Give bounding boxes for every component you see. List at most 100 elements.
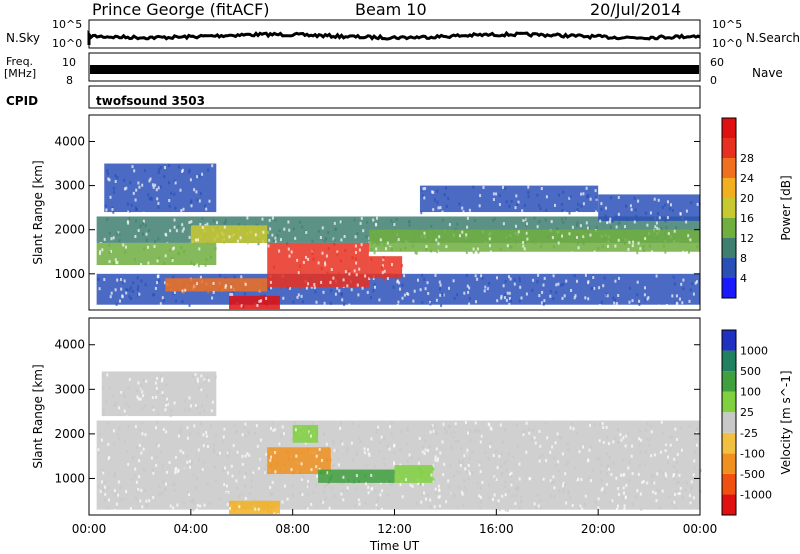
- power-speckle: [299, 286, 302, 290]
- noise-panel-frame: [88, 19, 701, 49]
- power-speckle: [396, 280, 399, 284]
- velocity-speckle: [458, 485, 460, 489]
- power-speckle: [672, 275, 675, 279]
- velocity-speckle: [696, 443, 698, 447]
- velocity-speckle: [310, 434, 312, 438]
- power-speckle: [614, 279, 617, 283]
- power-speckle: [654, 225, 657, 229]
- power-speckle: [584, 273, 587, 277]
- power-speckle: [339, 259, 342, 263]
- velocity-speckle: [438, 504, 441, 508]
- power-speckle: [336, 286, 339, 290]
- velocity-speckle: [235, 479, 238, 483]
- power-speckle: [479, 194, 482, 198]
- velocity-speckle: [182, 451, 185, 455]
- power-speckle: [561, 296, 564, 300]
- power-speckle: [373, 251, 376, 255]
- velocity-speckle: [339, 426, 342, 430]
- power-speckle: [361, 275, 364, 279]
- power-speckle: [209, 284, 212, 288]
- power-speckle: [638, 303, 641, 306]
- velocity-speckle: [102, 374, 105, 378]
- velocity-speckle: [628, 460, 631, 464]
- velocity-speckle: [162, 480, 165, 484]
- velocity-band-2: [229, 500, 280, 515]
- power-speckle: [336, 250, 339, 254]
- velocity-speckle: [131, 478, 134, 481]
- power-speckle: [632, 240, 635, 244]
- velocity-speckle: [301, 477, 304, 481]
- velocity-speckle: [476, 481, 479, 485]
- power-speckle: [508, 275, 510, 279]
- velocity-speckle: [393, 461, 395, 465]
- velocity-speckle: [461, 463, 464, 467]
- power-speckle: [401, 283, 404, 287]
- velocity-speckle: [502, 440, 504, 444]
- power-speckle: [108, 243, 111, 247]
- power-speckle: [233, 275, 236, 279]
- velocity-speckle: [270, 455, 272, 459]
- velocity-speckle: [501, 494, 504, 498]
- velocity-speckle: [676, 452, 679, 456]
- velocity-speckle: [247, 430, 250, 434]
- power-speckle: [375, 223, 378, 227]
- velocity-speckle: [539, 506, 542, 510]
- power-speckle: [333, 238, 336, 242]
- velocity-speckle: [102, 412, 105, 416]
- power-speckle: [557, 241, 560, 245]
- velocity-speckle: [419, 471, 422, 475]
- velocity-speckle: [269, 492, 272, 496]
- power-speckle: [634, 208, 637, 212]
- power-speckle: [132, 281, 135, 285]
- power-speckle: [687, 234, 690, 238]
- power-speckle: [122, 281, 125, 284]
- power-speckle: [615, 302, 618, 306]
- velocity-speckle: [201, 468, 204, 472]
- power-colorbar-segment: [722, 258, 736, 278]
- power-speckle: [400, 264, 403, 268]
- power-speckle: [637, 199, 640, 203]
- velocity-speckle: [410, 456, 413, 460]
- velocity-speckle: [565, 463, 568, 466]
- power-speckle: [486, 287, 489, 291]
- power-speckle: [182, 291, 185, 295]
- power-speckle: [692, 292, 695, 296]
- power-speckle: [684, 239, 687, 243]
- power-speckle: [168, 248, 171, 252]
- velocity-speckle: [215, 433, 218, 437]
- power-speckle: [502, 222, 505, 226]
- velocity-speckle: [200, 422, 203, 426]
- power-speckle: [373, 283, 376, 287]
- velocity-speckle: [196, 406, 199, 410]
- power-speckle: [270, 286, 273, 290]
- velocity-speckle: [196, 508, 198, 512]
- power-speckle: [617, 196, 620, 199]
- velocity-speckle: [594, 500, 597, 504]
- power-speckle: [445, 204, 448, 208]
- power-speckle: [488, 237, 491, 241]
- power-speckle: [556, 227, 559, 231]
- velocity-speckle: [534, 441, 537, 445]
- velocity-speckle: [393, 444, 396, 448]
- power-speckle: [540, 301, 543, 305]
- power-speckle: [379, 238, 382, 242]
- power-speckle: [506, 244, 509, 248]
- velocity-speckle: [463, 479, 466, 483]
- velocity-speckle: [489, 441, 492, 445]
- velocity-speckle: [699, 468, 702, 472]
- power-speckle: [397, 238, 400, 241]
- velocity-speckle: [688, 494, 691, 498]
- power-speckle: [606, 294, 609, 298]
- velocity-speckle: [169, 414, 172, 418]
- velocity-speckle: [507, 488, 510, 492]
- velocity-speckle: [639, 450, 642, 454]
- power-speckle: [142, 219, 145, 223]
- velocity-speckle: [269, 485, 272, 489]
- velocity-speckle: [435, 432, 438, 436]
- velocity-speckle: [143, 489, 146, 493]
- velocity-speckle: [186, 460, 189, 464]
- power-speckle: [143, 247, 145, 251]
- velocity-speckle: [597, 497, 600, 501]
- velocity-speckle: [192, 374, 195, 378]
- velocity-speckle: [196, 377, 199, 381]
